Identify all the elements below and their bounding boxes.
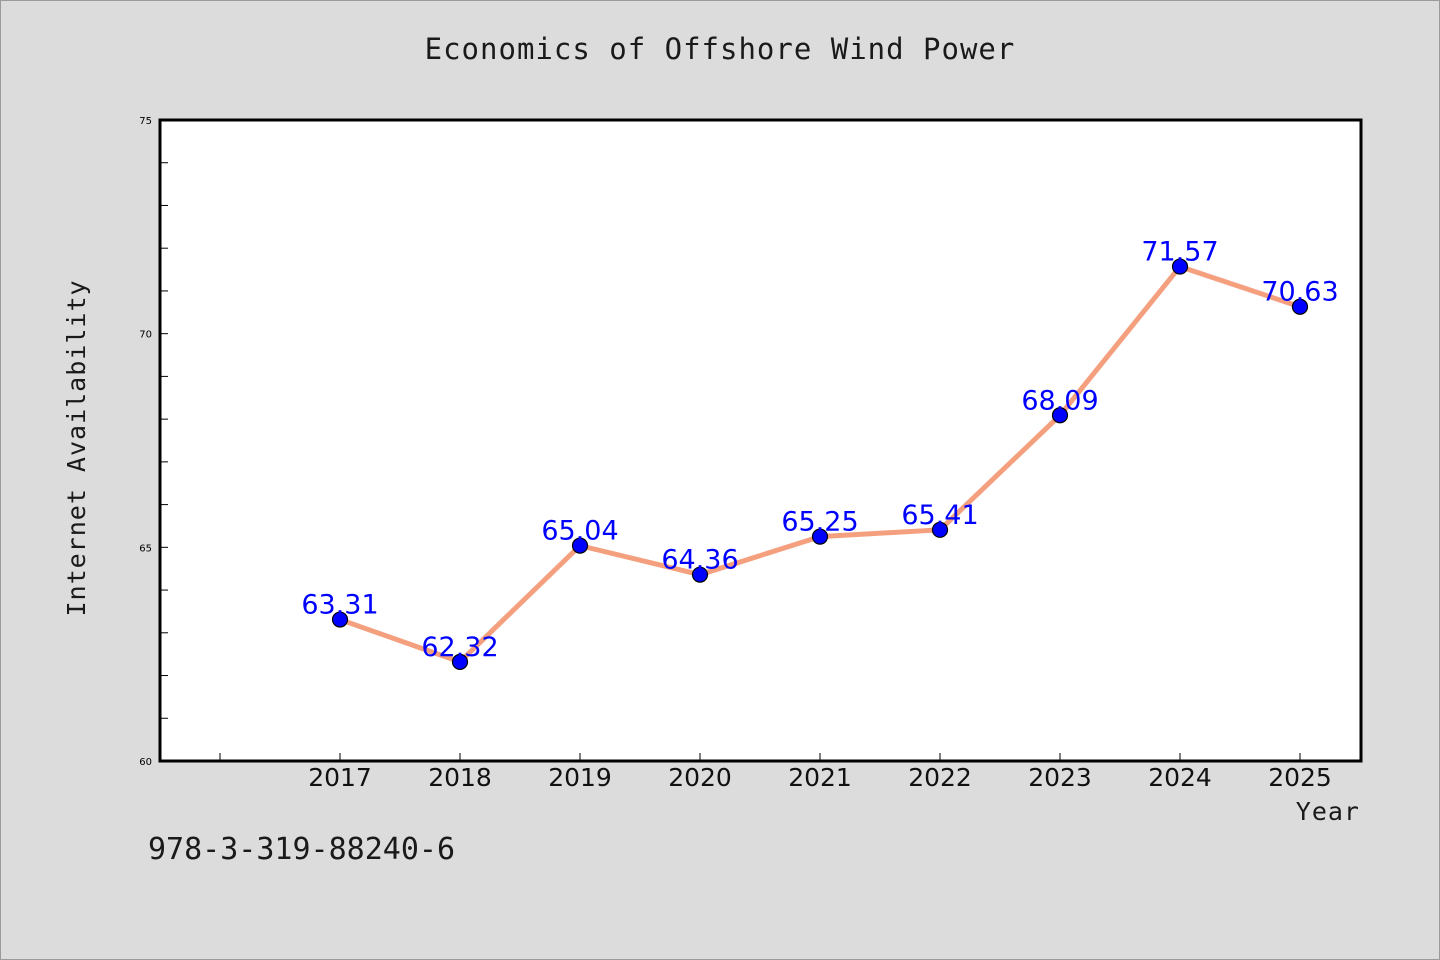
data-point [571,537,589,554]
y-tick-label: 75 [139,116,152,127]
x-tick-label: 2019 [548,763,612,792]
plot-area [158,118,1363,763]
data-point [811,528,829,545]
data-label: 70.63 [1261,277,1338,308]
footer-isbn: 978-3-319-88240-6 [148,832,456,867]
y-tick-label: 60 [139,757,152,768]
x-tick-label: 2022 [908,763,972,792]
x-tick-label: 2020 [668,763,732,792]
x-tick-label: 2024 [1148,763,1212,792]
data-point [1171,258,1189,275]
data-point [931,521,949,538]
y-tick-label: 70 [139,330,152,341]
x-tick-label: 2025 [1268,763,1332,792]
data-label: 65.41 [901,500,978,531]
data-label: 62.32 [421,632,498,663]
y-axis-label: Internet Availability [62,279,91,616]
x-tick-label: 2017 [308,763,372,792]
data-point [1291,298,1309,315]
data-label: 68.09 [1021,385,1098,416]
data-point [451,653,469,670]
chart-title: Economics of Offshore Wind Power [424,32,1016,66]
data-point [331,611,349,628]
data-label: 63.31 [301,590,378,621]
x-axis-ticks: 2017 2018 2019 2020 2021 2022 2023 2024 2025 [219,753,1332,792]
data-label: 71.57 [1141,237,1218,268]
data-label: 65.25 [781,507,858,538]
y-axis-ticks: 60 65 70 75 [139,116,168,768]
x-axis-label: Year [1296,797,1360,826]
data-label: 64.36 [661,545,738,576]
x-tick-label: 2018 [428,763,492,792]
data-point [691,566,709,583]
series-group [331,258,1309,670]
data-labels-group: 63.31 62.32 65.04 64.36 65.25 65.41 68.09 71.57… [301,237,1338,663]
x-tick-label: 2023 [1028,763,1092,792]
x-tick-label: 2021 [788,763,852,792]
y-tick-label: 65 [139,543,152,554]
data-point [1051,407,1069,424]
data-label: 65.04 [541,516,618,547]
